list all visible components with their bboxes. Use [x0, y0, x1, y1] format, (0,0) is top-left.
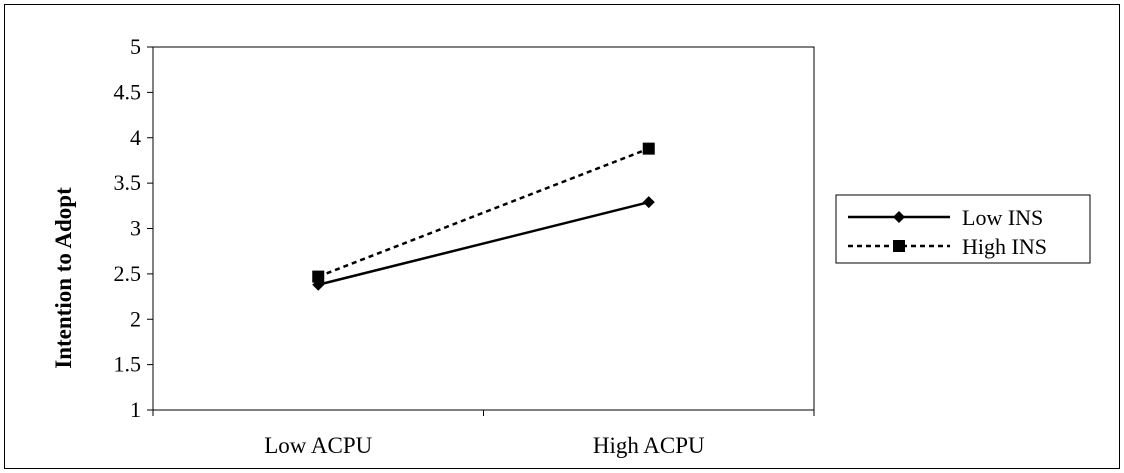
series-layer: [312, 142, 655, 291]
legend: Low INS High INS: [835, 194, 1091, 264]
y-tick-label: 2.5: [114, 261, 142, 286]
series-line: [317, 200, 650, 286]
series-square: [312, 142, 655, 283]
data-point-marker: [642, 142, 655, 155]
plot-area: [152, 46, 815, 411]
legend-marker: [893, 211, 905, 223]
y-tick-label: 4.5: [114, 79, 142, 104]
y-tick-label: 5: [130, 34, 141, 59]
axes-layer: 1 1.5 2 2.5 3 3.5 4 4.5 5 Low ACPU High ACPU: [114, 34, 815, 458]
data-point-marker: [642, 196, 655, 209]
legend-box: [835, 194, 1091, 264]
legend-entry: Low INS: [848, 205, 1043, 230]
y-tick-label: 1: [130, 397, 141, 422]
x-tick-label: High ACPU: [593, 433, 705, 458]
x-tick-label: Low ACPU: [264, 433, 372, 458]
y-tick-label: 2: [130, 306, 141, 331]
y-tick-label: 3: [130, 216, 141, 241]
data-point-marker: [312, 270, 325, 283]
y-tick-label: 1.5: [114, 352, 142, 377]
legend-label: Low INS: [962, 205, 1043, 230]
y-tick-label: 4: [130, 125, 141, 150]
y-tick-label: 3.5: [114, 170, 142, 195]
y-axis-label: Intention to Adopt: [51, 187, 76, 369]
legend-entry: High INS: [848, 234, 1047, 259]
legend-marker: [893, 240, 905, 252]
legend-label: High INS: [962, 234, 1047, 259]
